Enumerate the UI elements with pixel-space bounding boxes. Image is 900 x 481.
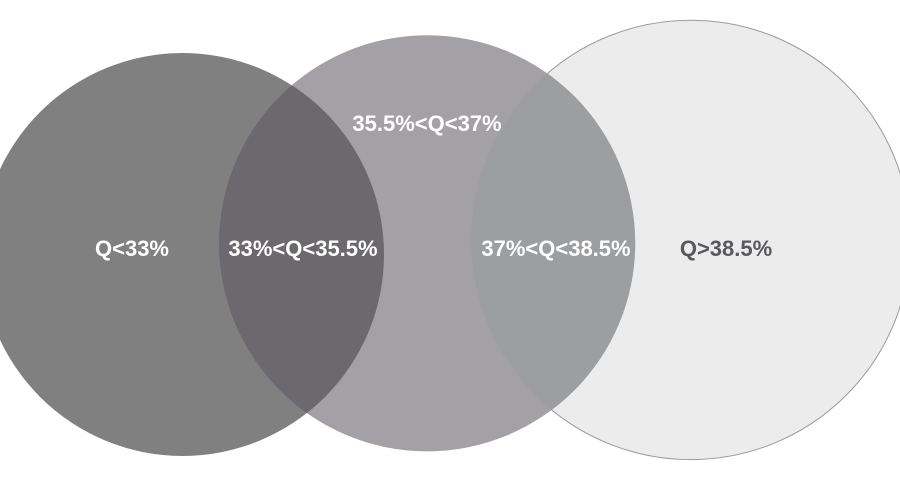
svg-text:37%<Q<38.5%: 37%<Q<38.5% xyxy=(481,236,630,261)
svg-text:Q<33%: Q<33% xyxy=(95,236,169,261)
svg-text:Q>38.5%: Q>38.5% xyxy=(680,236,772,261)
svg-text:35.5%<Q<37%: 35.5%<Q<37% xyxy=(352,111,501,136)
svg-text:33%<Q<35.5%: 33%<Q<35.5% xyxy=(228,236,377,261)
